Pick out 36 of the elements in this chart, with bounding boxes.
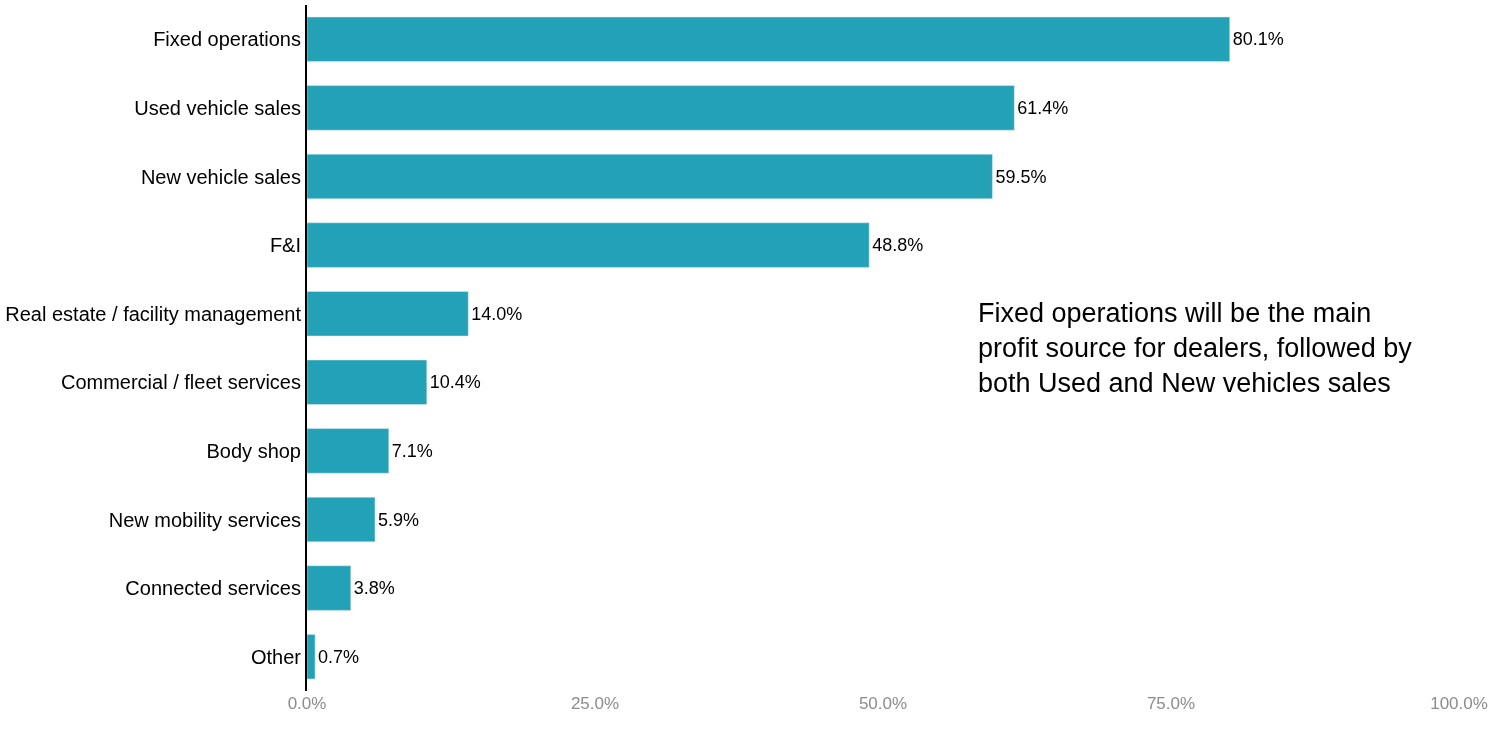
y-tick-label: Body shop [206,439,301,462]
data-label: 59.5% [995,166,1047,187]
annotation: Fixed operations will be the main profit source for dealers, followed by both Used and New vehicles sales [978,298,1413,399]
y-tick-label: New vehicle sales [140,165,301,188]
y-tick-label: Connected services [125,577,301,600]
data-label: 48.8% [872,235,924,256]
x-tick-label: 0.0% [287,694,327,713]
y-tick-label: New mobility services [108,508,301,531]
y-tick-label: Commercial / fleet services [60,371,301,394]
data-label: 5.9% [377,509,419,530]
x-tick-label: 75.0% [1146,694,1196,713]
y-tick-label: Real estate / facility management [5,302,302,325]
y-tick-label: F&I [269,234,301,257]
y-tick-label: Used vehicle sales [134,96,301,119]
bar [307,85,1015,131]
bar [307,565,352,611]
bar [307,359,428,405]
y-tick-label: Other [250,645,302,668]
data-label: 7.1% [391,440,433,461]
bar [307,496,376,543]
bar [307,153,993,200]
x-tick-label: 25.0% [570,694,620,713]
bar [307,16,1230,62]
bar [307,634,316,680]
data-label: 80.1% [1232,29,1284,50]
data-label: 0.7% [318,646,360,667]
bar [307,428,390,474]
data-label: 14.0% [471,303,523,324]
data-label: 61.4% [1017,97,1069,118]
bar [307,291,469,337]
data-label: 10.4% [429,372,481,393]
data-label: 3.8% [353,578,395,599]
x-tick-label: 50.0% [858,694,908,713]
bar [307,222,870,268]
y-tick-label: Fixed operations [153,28,301,51]
x-tick-label: 100.0% [1430,694,1488,713]
